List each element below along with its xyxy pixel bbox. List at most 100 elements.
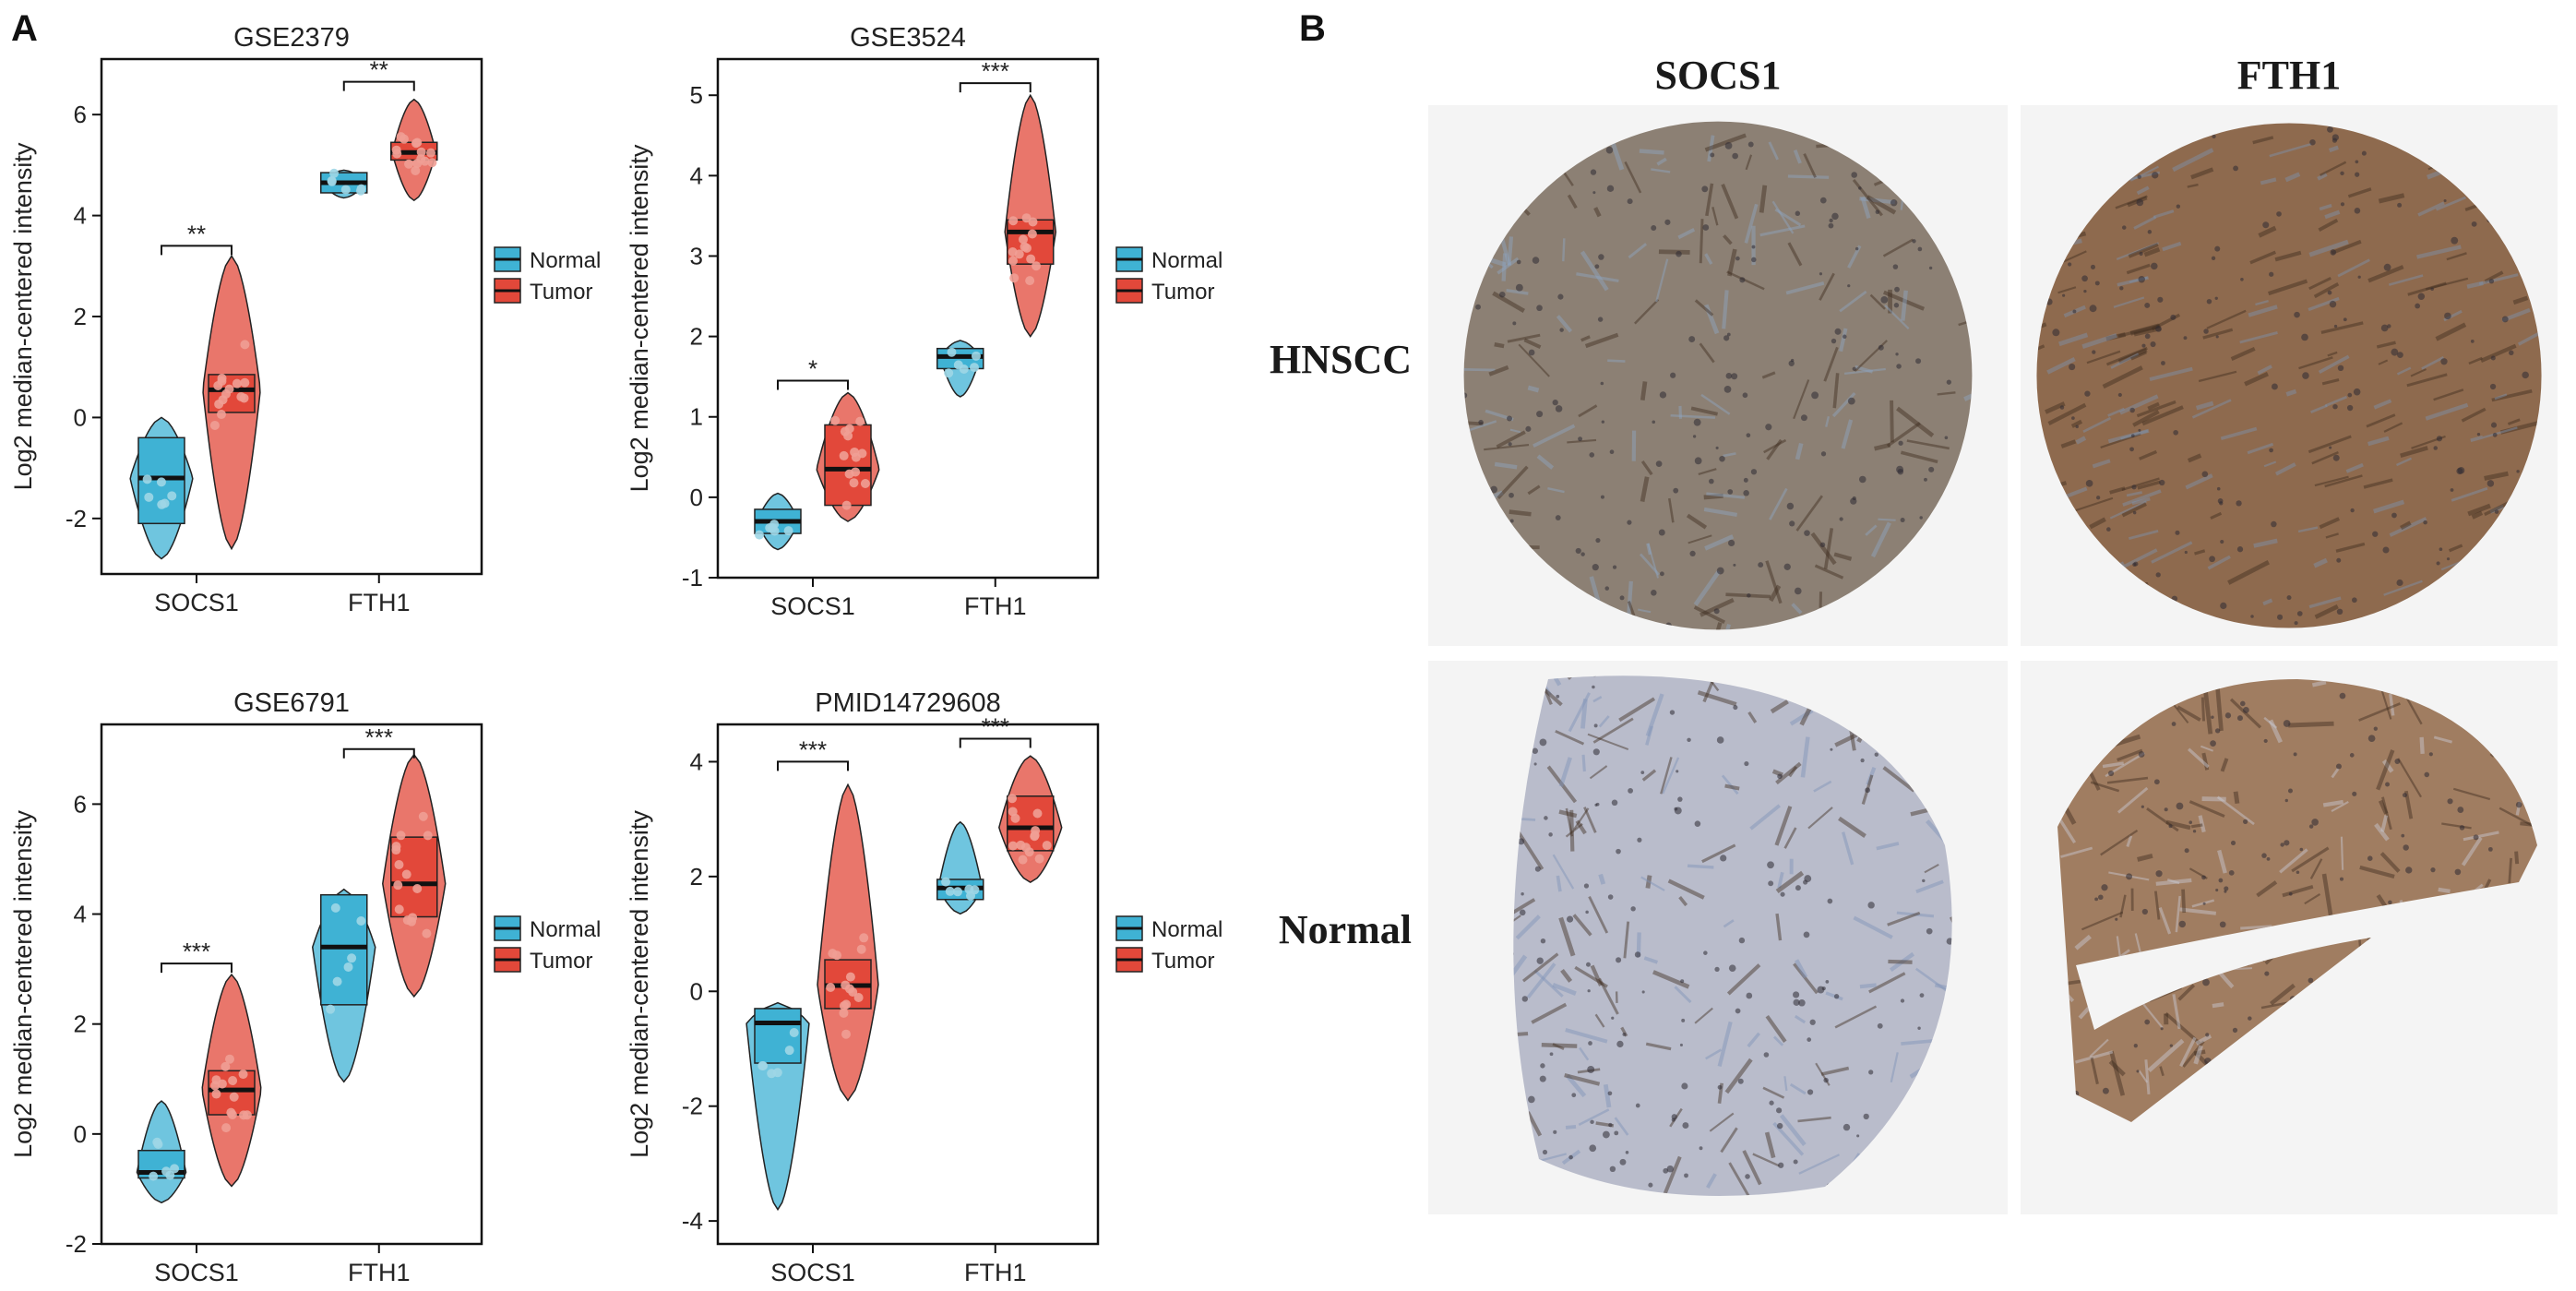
ihc-nucleus [2336, 608, 2343, 616]
ihc-texture-fiber [2452, 787, 2491, 801]
data-point [826, 983, 836, 993]
ihc-nucleus [1670, 372, 1676, 378]
ihc-nucleus [2383, 263, 2391, 271]
ihc-texture-fiber [2389, 693, 2395, 716]
ihc-texture-fiber [2107, 428, 2150, 444]
ihc-texture-fiber [2063, 806, 2077, 825]
ihc-texture-fiber [2298, 356, 2333, 370]
ihc-stain-base [2036, 123, 2542, 628]
ihc-texture-fiber [2337, 258, 2370, 278]
ihc-texture-fiber [2269, 983, 2296, 1006]
ihc-nucleus [2403, 844, 2409, 851]
ihc-nucleus [2201, 875, 2206, 880]
ihc-nucleus [1682, 1122, 1689, 1130]
ihc-texture-fiber [1488, 365, 1509, 377]
ihc-nucleus [2332, 403, 2338, 410]
data-point [392, 149, 402, 159]
ihc-texture-fiber [1646, 543, 1652, 556]
ihc-texture-fiber [2507, 418, 2521, 425]
ihc-nucleus [1769, 1100, 1774, 1106]
ihc-nucleus [2288, 891, 2293, 896]
ihc-texture-fiber [2363, 478, 2393, 489]
ihc-nucleus [1692, 435, 1697, 438]
data-point [393, 880, 403, 891]
ihc-nucleus [1725, 372, 1733, 379]
legend-label-normal: Normal [1151, 248, 1222, 273]
data-point [841, 1029, 852, 1039]
ihc-nucleus [1532, 747, 1539, 754]
ihc-texture-fiber [2253, 538, 2278, 548]
ihc-texture-fiber [1769, 584, 1782, 603]
ihc-texture-fiber [1775, 870, 1805, 894]
ihc-nucleus [1737, 1078, 1744, 1084]
ihc-nucleus [2129, 447, 2134, 452]
ihc-nucleus [2269, 271, 2274, 277]
ihc-nucleus [1606, 185, 1615, 193]
ihc-texture-fiber [1884, 305, 1910, 330]
ihc-texture-fiber [1783, 1076, 1788, 1092]
ihc-texture-fiber [2308, 239, 2349, 257]
ihc-nucleus [2153, 779, 2160, 785]
ihc-texture-fiber [2132, 410, 2160, 427]
ihc-nucleus [2443, 198, 2447, 202]
ihc-nucleus [2075, 424, 2079, 429]
ihc-nucleus [2397, 352, 2403, 358]
ihc-texture-fiber [1795, 442, 1804, 460]
ihc-nucleus [2224, 890, 2227, 893]
ihc-nucleus [1600, 381, 1604, 386]
ihc-nucleus [1894, 286, 1900, 293]
ihc-texture-fiber [2433, 388, 2464, 401]
ihc-texture-fiber [2407, 281, 2447, 296]
ihc-texture-fiber [2102, 761, 2125, 769]
ihc-texture-fiber [1526, 962, 1556, 999]
ihc-texture-fiber [2517, 325, 2542, 346]
data-point [849, 478, 859, 488]
ihc-nucleus [2372, 531, 2379, 537]
ihc-texture-fiber [1833, 552, 1853, 561]
ihc-nucleus [2423, 520, 2427, 525]
ihc-texture-fiber [1546, 765, 1578, 804]
ihc-texture-fiber [1590, 964, 1604, 986]
panel-a-label: A [11, 8, 38, 49]
ihc-texture-fiber [1825, 415, 1831, 427]
y-tick-label: 6 [74, 101, 87, 128]
ihc-nucleus [2490, 355, 2496, 361]
ihc-texture-fiber [2489, 505, 2505, 514]
ihc-texture-fiber [1915, 879, 1944, 894]
ihc-nucleus [1946, 379, 1952, 385]
ihc-texture-fiber [2240, 925, 2272, 930]
ihc-texture-fiber [1484, 443, 1530, 451]
x-tick-label: SOCS1 [770, 1259, 855, 1286]
ihc-texture-fiber [2129, 165, 2159, 182]
ihc-nucleus [1709, 478, 1714, 484]
ihc-texture-fiber [2260, 177, 2277, 185]
ihc-texture-fiber [1795, 495, 1823, 532]
plot-frame [716, 723, 1100, 1246]
ihc-texture-fiber [1694, 299, 1714, 317]
data-point [841, 980, 851, 990]
ihc-texture-fiber [1724, 783, 1740, 791]
ihc-texture-fiber [1687, 864, 1714, 869]
data-point [843, 431, 853, 441]
data-point [161, 1166, 172, 1177]
data-point [232, 378, 242, 388]
ihc-nucleus [2261, 853, 2267, 858]
ihc-nucleus [2459, 825, 2465, 831]
data-point [1028, 217, 1038, 227]
ihc-texture-fiber [1564, 1073, 1601, 1086]
ihc-nucleus [2101, 884, 2108, 891]
ihc-nucleus [2178, 920, 2186, 928]
ihc-texture-fiber [2358, 702, 2401, 722]
ihc-texture-fiber [2139, 449, 2158, 460]
ihc-texture-fiber [1772, 1035, 1784, 1046]
ihc-texture-fiber [2193, 1045, 2203, 1065]
y-tick-label: 2 [690, 323, 703, 351]
ihc-nucleus [1726, 332, 1731, 337]
ihc-texture-fiber [1901, 1038, 1938, 1046]
ihc-texture-fiber [1870, 521, 1891, 558]
ihc-nucleus [1589, 1144, 1597, 1153]
ihc-texture-fiber [2158, 906, 2172, 935]
chart-gse2379: GSE2379 Log2 median-centered intensity -2 0… [9, 23, 601, 616]
ihc-nucleus [2476, 432, 2481, 436]
ihc-texture-fiber [1589, 765, 1608, 780]
